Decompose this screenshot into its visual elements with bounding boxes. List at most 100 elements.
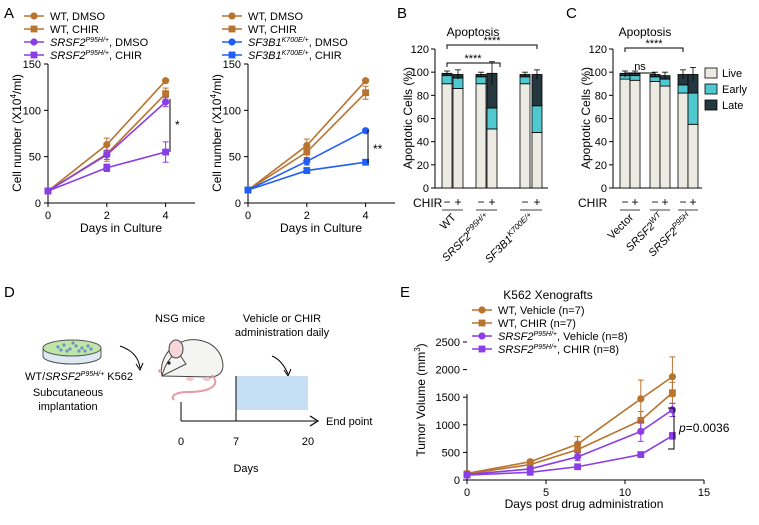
- chart-e-significance: p=0.0036: [668, 407, 730, 450]
- chart-b-bar-early: [475, 76, 487, 85]
- petri-dish-icon: [42, 339, 102, 365]
- chart-e-xenografts: K562 Xenografts 0 500 1000 1500 2000 2500 0 5 10…: [413, 288, 730, 511]
- chart-e-marks: [463, 356, 677, 479]
- chart-b-ytick-label: 80: [417, 90, 429, 102]
- chart-b-bar-late: [531, 74, 543, 107]
- chart-e-legend-label: SRSF2P95H/+, Vehicle (n=8): [498, 331, 628, 343]
- chart-a1-data-point: [162, 98, 170, 106]
- chart-a1-ytick-label: 100: [23, 105, 41, 117]
- chart-e-data-point: [526, 461, 534, 468]
- chart-e-legend-label: SRSF2P95H/+, CHIR (n=8): [498, 344, 619, 356]
- chart-b-bar-early: [519, 76, 531, 85]
- chart-e-xtick-label: 15: [698, 487, 710, 499]
- chart-e-data-point: [574, 440, 582, 448]
- chart-a1-xtick-label: 0: [45, 210, 51, 222]
- admin-arrow-icon: [271, 355, 289, 375]
- chart-b-bar-early: [441, 75, 453, 85]
- chart-b-ylabel: Apoptotic Cells (%): [401, 67, 415, 169]
- timeline-arrow-icon: [309, 415, 320, 427]
- chart-c-legend: Live Early Late: [704, 67, 748, 112]
- chart-a1-legend-marker: [30, 25, 38, 33]
- chart-b-bar-live: [486, 128, 498, 189]
- chart-a1-data-point: [162, 77, 170, 85]
- chart-a2-axes: [247, 64, 395, 204]
- chart-e-legend: WT, Vehicle (n=7)WT, CHIR (n=7)SRSF2P95H…: [472, 305, 628, 356]
- chart-e-xlabel: Days post drug administration: [505, 497, 664, 511]
- chart-c-ytick-label: 40: [595, 137, 607, 149]
- chart-a2-legend-marker: [228, 38, 236, 46]
- chart-c-legend-label: Late: [722, 100, 743, 112]
- chart-c-legend-swatch: [704, 67, 718, 79]
- chart-c-treatment-tick: +: [689, 195, 696, 209]
- chart-b-bar-early: [531, 105, 543, 133]
- chart-e-data-point: [637, 395, 645, 403]
- chart-c-bar-live: [649, 81, 661, 189]
- chart-c-bar-live: [687, 123, 699, 189]
- chart-c-treatment-label: CHIR: [578, 196, 608, 210]
- chart-a1-xlabel: Days in Culture: [80, 221, 162, 235]
- chart-e-data-point: [574, 453, 582, 461]
- chart-e-data-point: [526, 468, 534, 476]
- chart-e-data-point: [637, 427, 645, 436]
- chart-a2-ytick-label: 100: [223, 105, 241, 117]
- chart-a2-data-point: [303, 148, 311, 156]
- chart-b-bar-live: [441, 83, 453, 189]
- chart-b-treatment-tick: −: [521, 195, 528, 209]
- chart-e-legend-marker: [478, 319, 486, 327]
- chart-a2-legend-marker: [228, 51, 236, 59]
- chart-a2-legend-label: WT, DMSO: [248, 11, 303, 23]
- chart-a2-ytick-label: 50: [229, 152, 241, 164]
- timeline-tick-20: 20: [302, 436, 314, 448]
- chart-e-ytick-label: 1500: [436, 392, 460, 404]
- implant-label-line2: implantation: [38, 401, 97, 413]
- chart-a2-data-point: [244, 186, 252, 194]
- chart-c-bar-live: [629, 79, 641, 189]
- chart-e-data-point: [669, 432, 676, 440]
- chart-a1-ytick-label: 150: [23, 59, 41, 71]
- chart-b-bar-live: [519, 83, 531, 189]
- chart-b-treatment-tick: +: [533, 195, 540, 209]
- admin-label-line1: Vehicle or CHIR: [243, 313, 321, 325]
- chart-a1-data-point: [103, 151, 111, 159]
- chart-a1-significance: *: [169, 99, 180, 152]
- chart-a2-xtick-label: 4: [363, 210, 369, 222]
- chart-c-bar-early: [629, 75, 641, 81]
- chart-e-data-point: [637, 416, 645, 424]
- chart-e-legend-marker: [478, 345, 486, 353]
- endpoint-label: End point: [326, 416, 372, 428]
- chart-b-treatment-tick: −: [443, 195, 450, 209]
- chart-a1-xtick-label: 2: [104, 210, 110, 222]
- chart-c-bar-live: [677, 92, 689, 189]
- chart-c-bar-early: [677, 84, 689, 94]
- chart-b-treatment-tick: −: [477, 195, 484, 209]
- chart-a2-legend-label: WT, CHIR: [248, 24, 297, 36]
- chart-e-title: K562 Xenografts: [503, 288, 592, 302]
- cells-label: WT/SRSF2P95H/+ K562: [25, 371, 133, 383]
- chart-a1-series-line: [47, 80, 167, 192]
- chart-a1-xtick-label: 4: [163, 210, 169, 222]
- chart-e-xtick-label: 5: [543, 487, 549, 499]
- chart-e-legend-marker: [478, 306, 486, 314]
- chart-c-ytick-label: 80: [595, 90, 607, 102]
- chart-a1-ytick-label: 0: [35, 198, 41, 210]
- chart-c-legend-label: Early: [722, 84, 748, 96]
- chart-c-ytick-label: 0: [601, 183, 607, 195]
- panel-label-a: A: [4, 5, 14, 22]
- chart-b-bar-live: [531, 131, 543, 189]
- chart-b-treatment-label: CHIR: [413, 196, 443, 210]
- chart-b-bar-early: [452, 77, 464, 89]
- timeline-tick-7: 7: [233, 436, 239, 448]
- chart-e-data-point: [463, 471, 471, 479]
- chart-b-marks: [441, 61, 543, 189]
- chart-c-treatment-tick: −: [621, 195, 628, 209]
- chart-c-bar-live: [619, 78, 631, 189]
- chart-a2-data-point: [303, 167, 311, 174]
- chart-c-bar-early: [659, 78, 671, 87]
- chart-e-xtick-label: 0: [464, 487, 470, 499]
- chart-e-legend-label: WT, Vehicle (n=7): [498, 305, 585, 317]
- chart-b-significance: **** ****: [446, 35, 538, 67]
- chart-b-ytick-label: 40: [417, 137, 429, 149]
- chart-e-ylabel: Tumor Volume (mm3): [413, 343, 428, 456]
- chart-c-ylabel: Apoptotic Cells (%): [579, 67, 593, 169]
